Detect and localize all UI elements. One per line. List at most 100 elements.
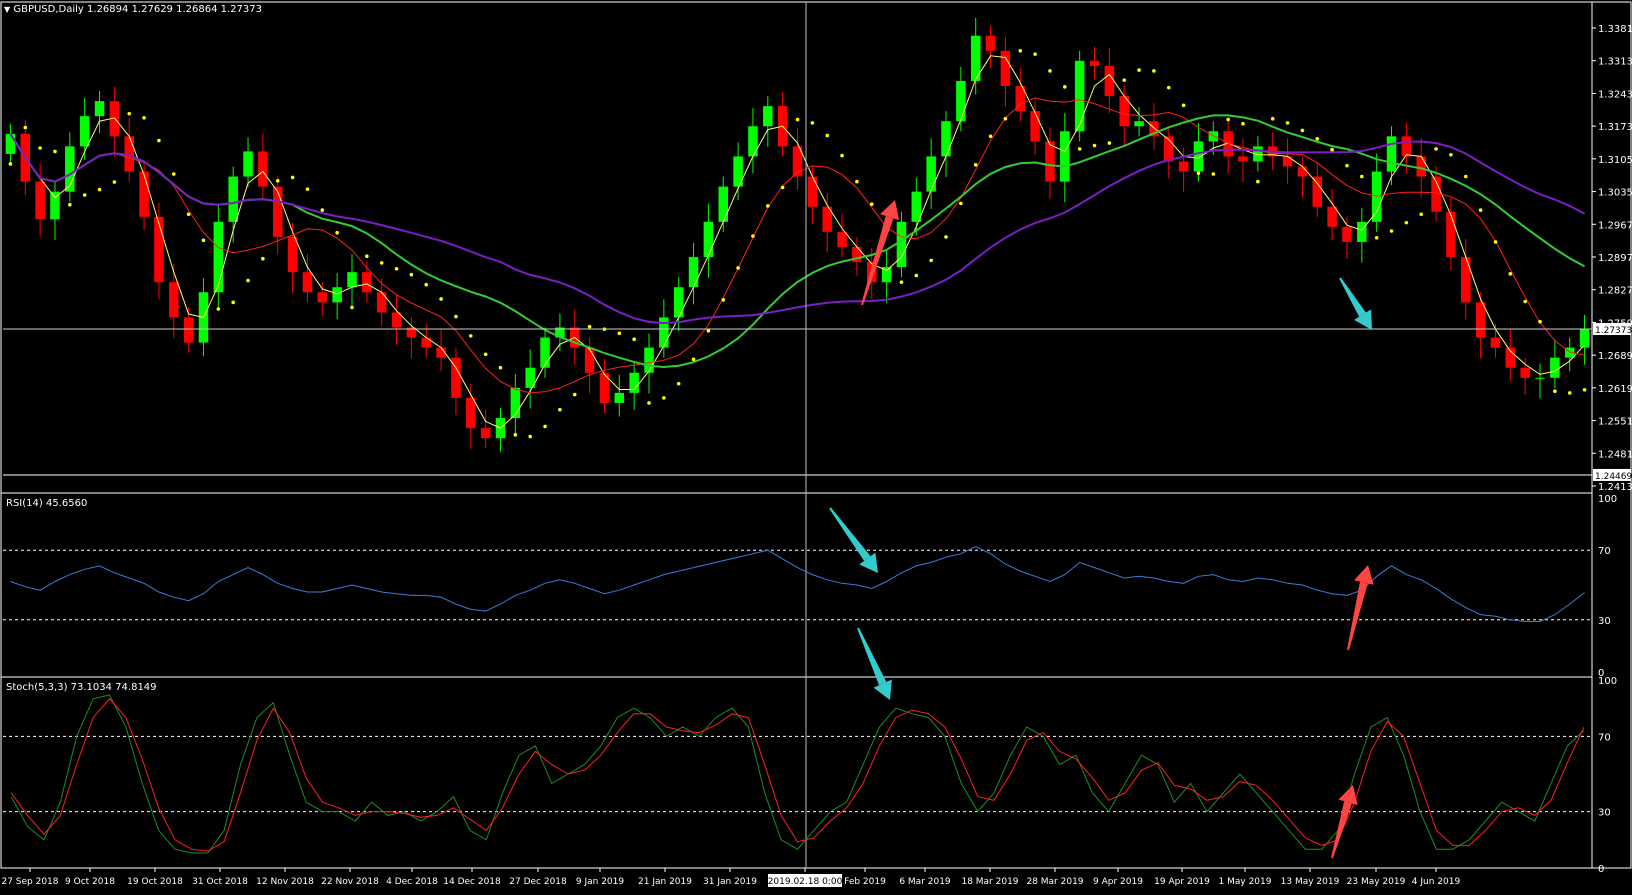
annotation-arrow-down-head	[859, 552, 878, 573]
sar-dot	[1330, 147, 1334, 152]
sar-dot	[810, 121, 815, 125]
candle-body	[317, 292, 328, 303]
candle-body	[1015, 85, 1026, 112]
sar-dot	[468, 334, 473, 338]
time-axis-label: 21 Jan 2019	[638, 877, 692, 887]
rsi-header: RSI(14) 45.6560	[6, 498, 88, 509]
candle-body	[763, 106, 773, 127]
annotation-arrow-down-shaft	[857, 627, 887, 686]
candle-body	[718, 186, 728, 222]
sar-dot	[1226, 117, 1230, 122]
sar-dot	[840, 153, 844, 158]
annotation-arrow-up	[861, 200, 900, 306]
sar-dot	[1063, 85, 1067, 89]
sar-dot	[186, 212, 191, 217]
price-axis-label: 1.26190	[1598, 384, 1632, 395]
candle-body	[332, 287, 342, 303]
sar-dot	[929, 258, 933, 263]
sar-dot	[721, 298, 726, 302]
candle-body	[480, 428, 491, 439]
candle-body	[5, 133, 16, 154]
stoch-main-line	[10, 694, 1585, 854]
price-axis-label: 1.26890	[1598, 351, 1632, 362]
candle-body	[1579, 328, 1590, 348]
chart-frame	[0, 1, 1632, 869]
annotation-arrow-up	[1331, 785, 1358, 859]
sar-dot	[1241, 121, 1245, 126]
time-axis-label: 14 Dec 2018	[443, 877, 501, 887]
candle-body	[1564, 347, 1575, 358]
candle-body	[599, 372, 610, 403]
sar-dot	[751, 234, 755, 238]
time-axis-label: 28 Mar 2019	[1026, 877, 1083, 887]
sar-dot	[409, 272, 414, 277]
rsi-line	[10, 546, 1585, 622]
sar-dot	[587, 324, 592, 329]
sar-dot	[1523, 299, 1527, 304]
sar-dot	[869, 202, 874, 207]
price-axis-label: 1.28970	[1598, 253, 1632, 264]
annotation-arrow-up-head	[1354, 565, 1374, 585]
candle-body	[243, 151, 253, 177]
sar-dot	[454, 314, 458, 319]
candle-body	[1149, 121, 1159, 137]
sar-dot	[1166, 85, 1171, 90]
sar-dot	[23, 125, 28, 130]
sar-dot	[1315, 137, 1320, 141]
candle-body	[1045, 141, 1055, 182]
candle-body	[1030, 111, 1040, 142]
candle-body	[540, 337, 550, 368]
candle-body	[911, 191, 922, 222]
sar-dot	[394, 266, 399, 271]
candle-body	[1282, 156, 1293, 167]
candle-body	[1446, 211, 1456, 258]
candle-body	[792, 146, 803, 177]
candle-body	[1431, 176, 1441, 212]
sar-dot	[335, 230, 339, 235]
sar-dot	[1374, 235, 1379, 240]
candle-body	[466, 397, 476, 429]
sar-dot	[1270, 116, 1275, 121]
sar-dot	[1553, 389, 1557, 394]
sar-dot	[290, 175, 295, 180]
sar-dot	[1211, 172, 1216, 176]
sar-dot	[1404, 220, 1409, 225]
dropdown-triangle-icon[interactable]: ▼	[4, 5, 11, 14]
annotation-arrow-down-shaft	[1339, 277, 1366, 317]
candle-body	[1208, 131, 1219, 142]
candle-body	[109, 101, 120, 137]
sar-dot	[231, 300, 235, 305]
sar-dot	[617, 331, 622, 336]
sar-dot	[1582, 387, 1587, 392]
symbol-header: ▼ GBPUSD,Daily 1.26894 1.27629 1.26864 1…	[4, 4, 262, 15]
sar-dot	[1419, 212, 1424, 217]
sar-dot	[1493, 240, 1498, 244]
sar-dot	[53, 149, 57, 154]
candle-body	[1134, 121, 1144, 127]
sar-dot	[825, 133, 830, 138]
sar-dot	[216, 307, 221, 311]
sar-dot	[1107, 141, 1112, 145]
price-axis-label: 1.33810	[1598, 24, 1632, 35]
sar-dot	[1538, 319, 1542, 324]
sar-dot	[424, 282, 429, 287]
candle-body	[1475, 302, 1486, 338]
sar-dot	[1152, 69, 1156, 73]
rsi-axis-label: 100	[1598, 494, 1617, 505]
sar-dot	[142, 116, 146, 120]
candle-body	[1327, 206, 1337, 227]
candle-body	[985, 35, 996, 51]
candle-body	[1253, 146, 1263, 162]
sar-dot	[365, 254, 369, 259]
ma-fast-line	[9, 55, 1585, 429]
sar-dot	[201, 238, 206, 243]
sar-dot	[1122, 78, 1127, 82]
sar-dot	[1181, 103, 1186, 108]
candle-body	[347, 272, 357, 288]
candle-body	[1520, 367, 1530, 378]
sar-dot	[1360, 174, 1364, 179]
sar-dot	[82, 193, 87, 197]
sar-dot	[736, 266, 740, 270]
sar-dot	[572, 392, 577, 397]
